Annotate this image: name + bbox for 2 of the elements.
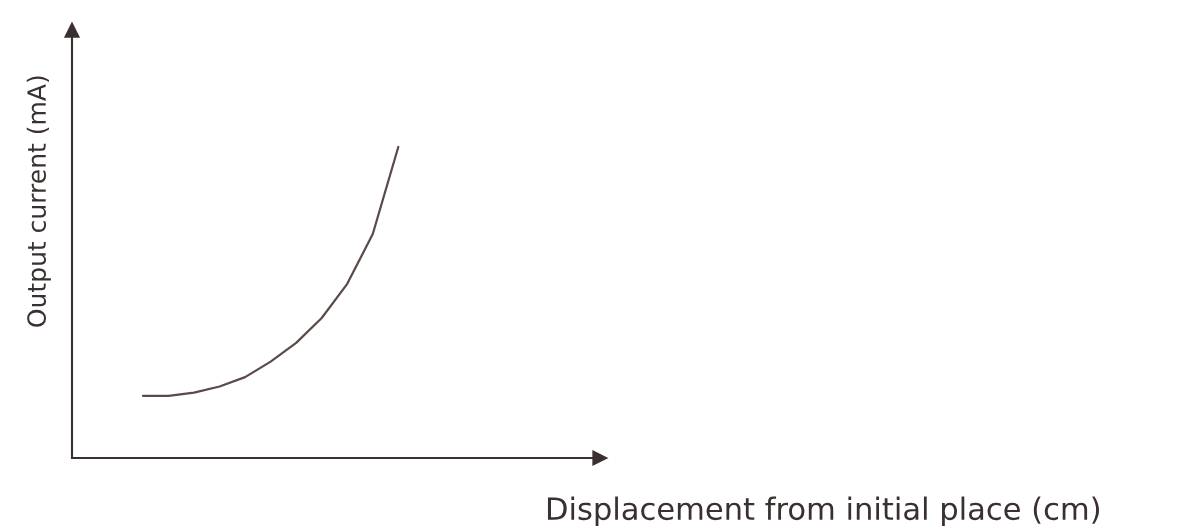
x-axis-title: Displacement from initial place (cm) xyxy=(547,496,1099,527)
y-axis-title: Output current (mA) xyxy=(26,76,51,327)
